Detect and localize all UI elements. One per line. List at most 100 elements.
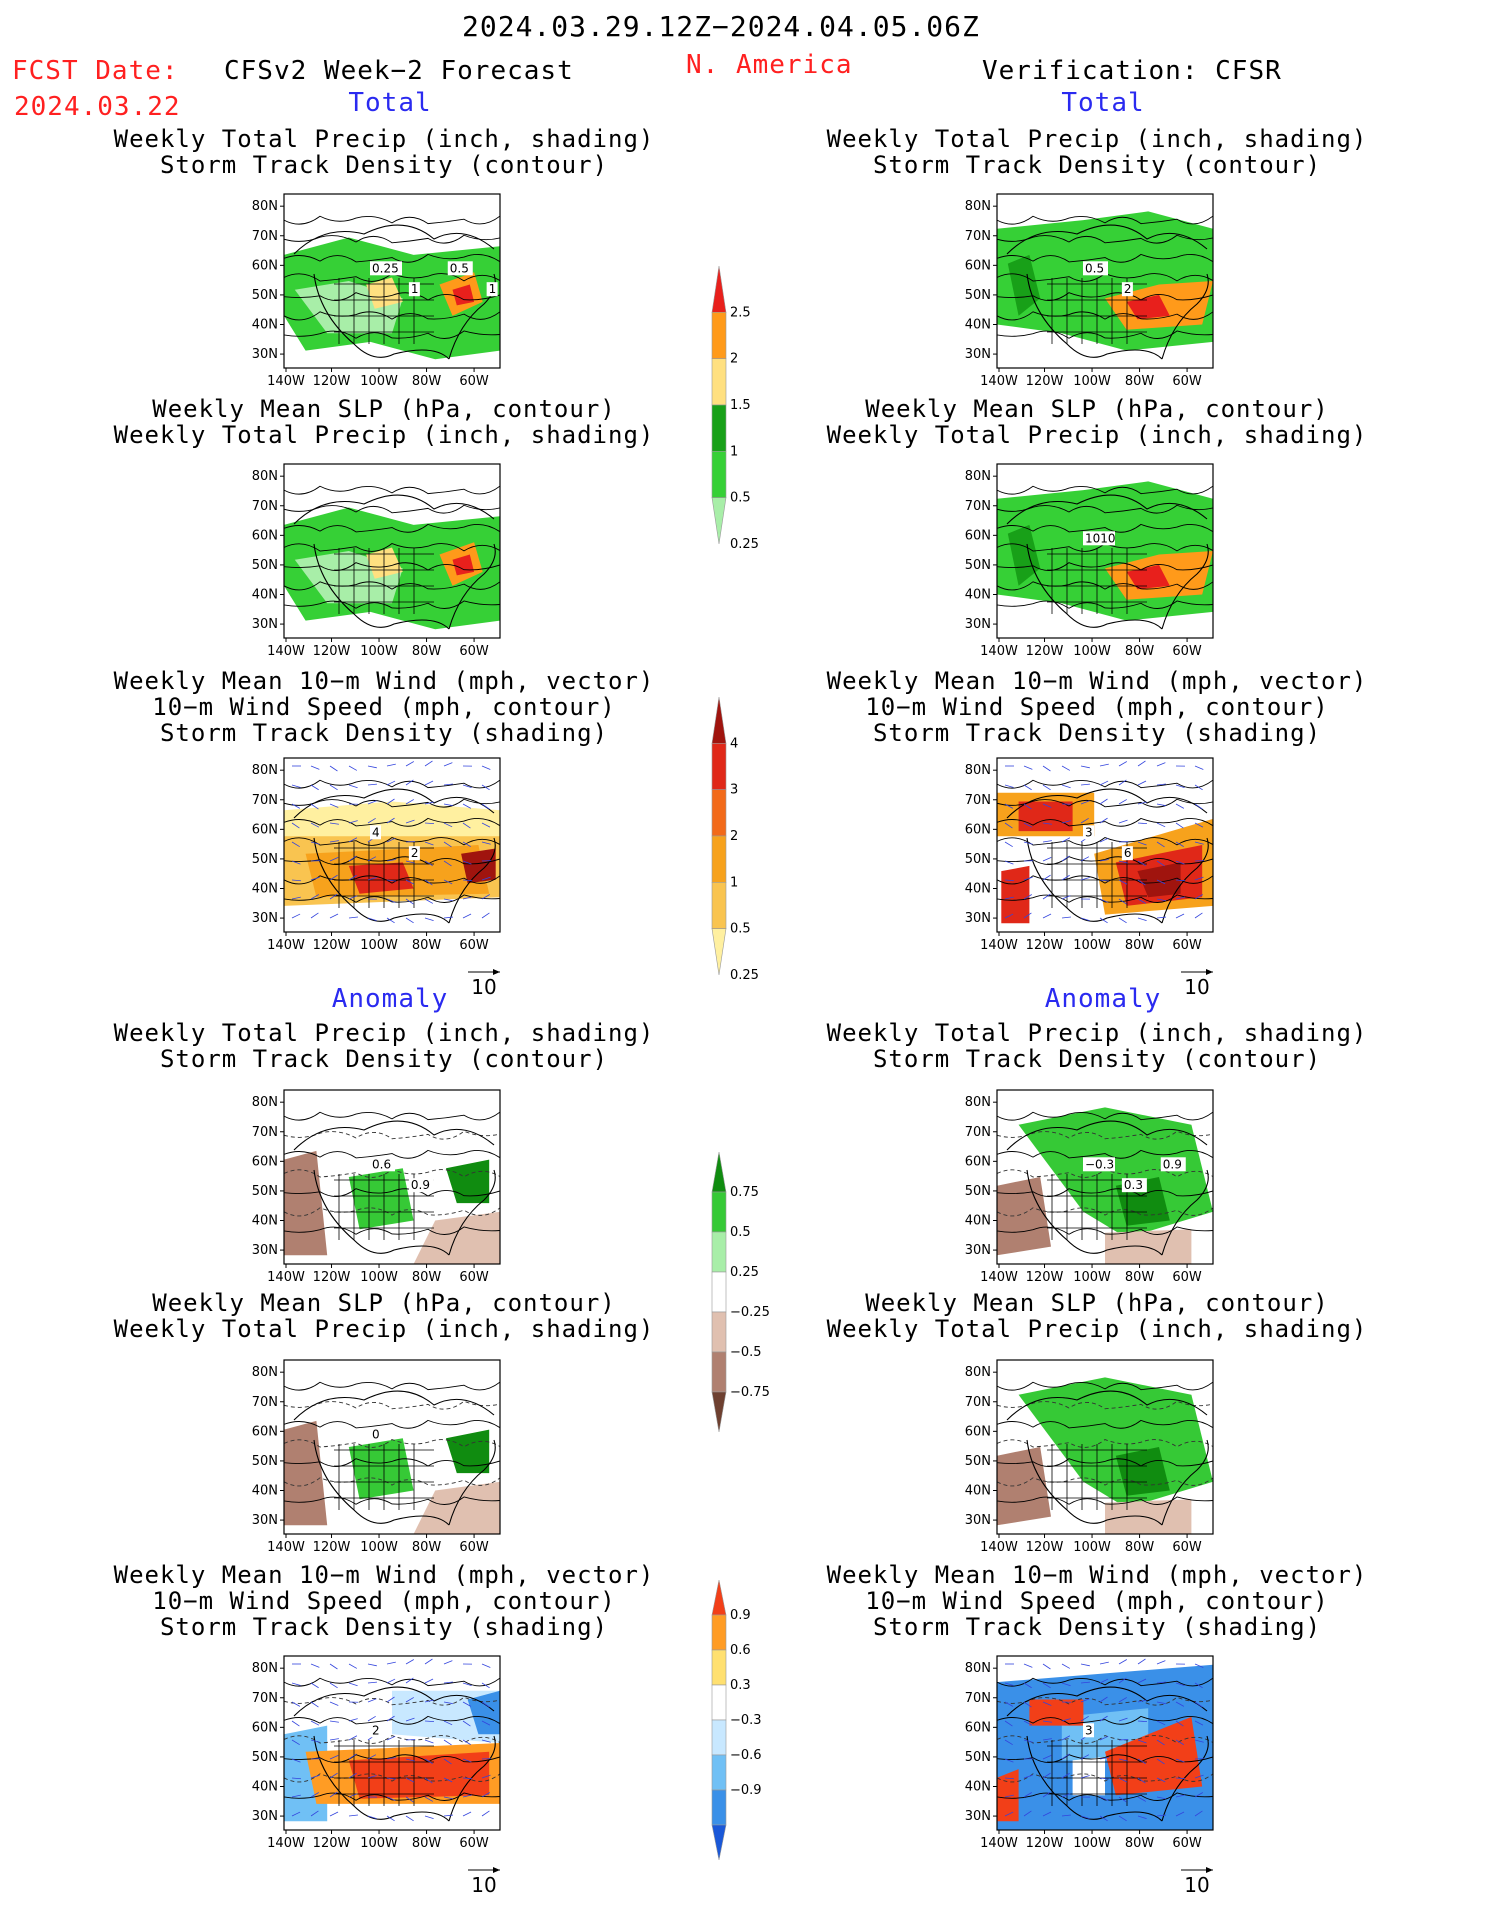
wind-vector — [1118, 1659, 1127, 1665]
wind-vector — [1004, 860, 1014, 865]
contour-label: 0.9 — [1163, 1157, 1182, 1171]
wind-vector — [1099, 1696, 1108, 1703]
wind-vector — [1099, 1815, 1108, 1822]
wind-vector — [462, 879, 473, 882]
contour-label: 3 — [1085, 825, 1093, 839]
colorbar-label: 0.75 — [730, 1185, 759, 1200]
wind-vector — [1042, 893, 1051, 900]
contour-line — [284, 1226, 500, 1235]
lat-label: 50N — [252, 288, 278, 303]
title-ob-anom-precip-track: Weekly Total Precip (inch, shading) Storm… — [826, 1019, 1368, 1073]
contour-label-bg — [408, 282, 420, 297]
contour-line — [997, 1381, 1213, 1391]
lon-label: 80W — [1125, 644, 1155, 659]
contour-line — [284, 1715, 500, 1725]
lat-label: 30N — [965, 617, 991, 632]
wind-vector — [1042, 1682, 1051, 1689]
wind-vector — [1061, 874, 1070, 881]
wind-vector — [367, 783, 377, 786]
wind-vector — [1194, 1701, 1203, 1708]
colorbar-label: −0.25 — [730, 1305, 770, 1320]
lat-label: 50N — [965, 288, 991, 303]
wind-vector — [1099, 917, 1108, 924]
wind-vector — [1023, 1810, 1032, 1817]
map-panel-ob-anom-wind-track: 80N 70N 60N 50N 40N 30N 140W 120W 100W 80W 60W 3 10 — [965, 1655, 1214, 1897]
title-ob-anom-slp-precip: Weekly Mean SLP (hPa, contour) Weekly Tot… — [826, 1289, 1368, 1343]
wind-vector — [291, 803, 301, 809]
wind-vector — [1061, 1814, 1071, 1817]
lon-label: 120W — [313, 1540, 351, 1555]
wind-vector — [367, 856, 377, 862]
shading-region — [284, 1420, 328, 1526]
colorbar-label: −0.5 — [730, 1345, 762, 1360]
wind-vector — [1137, 1699, 1147, 1703]
wind-vector — [1080, 1775, 1090, 1779]
wind-vector — [424, 860, 433, 866]
wind-vector — [1099, 1678, 1109, 1684]
wind-vector — [462, 913, 472, 919]
lon-label: 60W — [459, 644, 489, 659]
lat-label: 30N — [965, 1513, 991, 1528]
fcst-date-label: FCST Date: — [12, 56, 179, 86]
lat-label: 50N — [252, 1184, 278, 1199]
colorbar-label: 0.3 — [730, 1678, 751, 1693]
wind-vector — [1118, 1677, 1127, 1684]
contour-line — [284, 1207, 500, 1217]
wind-vector — [1156, 1739, 1165, 1746]
wind-vector — [329, 857, 339, 862]
wind-vector — [367, 1715, 376, 1722]
wind-vector — [462, 1739, 471, 1745]
wind-vector — [424, 1758, 433, 1764]
wind-vector — [348, 1753, 357, 1760]
reference-vector-head — [493, 1867, 500, 1873]
lon-label: 60W — [459, 1540, 489, 1555]
wind-vector — [386, 780, 396, 786]
wind-vector — [386, 837, 396, 843]
wind-vector — [1137, 780, 1147, 786]
lat-label: 70N — [252, 1125, 278, 1140]
contour-line — [997, 1735, 1213, 1744]
wind-vector — [405, 1677, 414, 1684]
lat-label: 50N — [965, 1750, 991, 1765]
contour-line — [284, 504, 500, 514]
coastline — [1006, 1120, 1209, 1256]
lon-label: 120W — [1026, 1270, 1064, 1285]
colorbar-label: 4 — [730, 736, 738, 751]
colorbar-label: 0.25 — [730, 968, 759, 983]
wind-vector — [1080, 1681, 1090, 1684]
wind-vector — [424, 780, 434, 786]
contour-line — [997, 523, 1213, 533]
wind-vector — [405, 779, 414, 786]
lat-label: 40N — [965, 1214, 991, 1229]
colorbar-label: 0.9 — [730, 1608, 751, 1623]
contour-line — [284, 215, 500, 225]
wind-vector — [1061, 820, 1071, 824]
map-panel-ob-anom-slp-precip: 80N 70N 60N 50N 40N 30N 140W 120W 100W 80W 60W — [965, 1359, 1214, 1555]
wind-vector — [367, 765, 377, 769]
wind-vector — [405, 1815, 414, 1822]
contour-label-bg — [370, 1157, 395, 1172]
wind-vector — [1023, 1792, 1032, 1798]
wind-vector — [1080, 1815, 1090, 1820]
contour-line — [284, 1754, 500, 1763]
wind-vector — [310, 1663, 320, 1668]
reference-vector-head — [493, 969, 500, 975]
wind-vector — [1175, 784, 1185, 789]
contour-label: −0.3 — [1085, 1157, 1114, 1171]
contour-label-bg — [408, 846, 420, 861]
lat-label: 60N — [252, 258, 278, 273]
wind-vector — [443, 916, 453, 919]
lon-label: 120W — [1026, 938, 1064, 953]
wind-vector — [1099, 837, 1109, 843]
contour-line — [284, 1111, 500, 1121]
wind-vector — [1004, 1682, 1014, 1686]
contour-label: 2 — [411, 846, 419, 860]
lon-label: 100W — [1073, 1270, 1111, 1285]
wind-vector — [424, 1739, 434, 1744]
wind-vector — [424, 1796, 434, 1802]
lon-label: 100W — [360, 1270, 398, 1285]
lat-label: 50N — [252, 852, 278, 867]
wind-vector — [291, 879, 302, 882]
wind-vector — [1137, 898, 1147, 904]
contour-label: 0.5 — [450, 261, 469, 275]
